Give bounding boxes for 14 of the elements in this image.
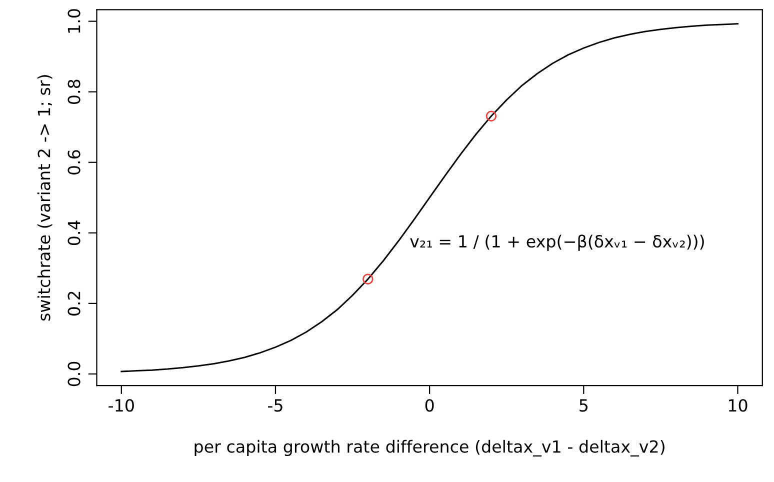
x-axis-title: per capita growth rate difference (deltax_v1 - deltax_v2) — [194, 440, 664, 457]
y-tick-label: 0.0 — [68, 362, 80, 386]
x-tick-label: -10 — [108, 399, 134, 412]
annotation: v₂₁ = 1 / (1 + exp(−β(δxᵥ₁ − δxᵥ₂))) — [410, 234, 704, 251]
y-tick-label: 0.2 — [68, 292, 80, 316]
y-axis-title: switchrate (variant 2 -> 1; sr) — [37, 75, 52, 321]
x-tick-label: 0 — [425, 399, 434, 412]
y-tick-label: 0.8 — [68, 80, 80, 104]
y-tick-label: 0.6 — [68, 150, 80, 175]
x-tick-label: 10 — [728, 399, 748, 412]
x-tick-label: 5 — [580, 399, 588, 412]
y-tick-label: 1.0 — [68, 9, 80, 33]
x-tick-label: -5 — [268, 399, 282, 412]
y-tick-label: 0.4 — [68, 220, 80, 246]
